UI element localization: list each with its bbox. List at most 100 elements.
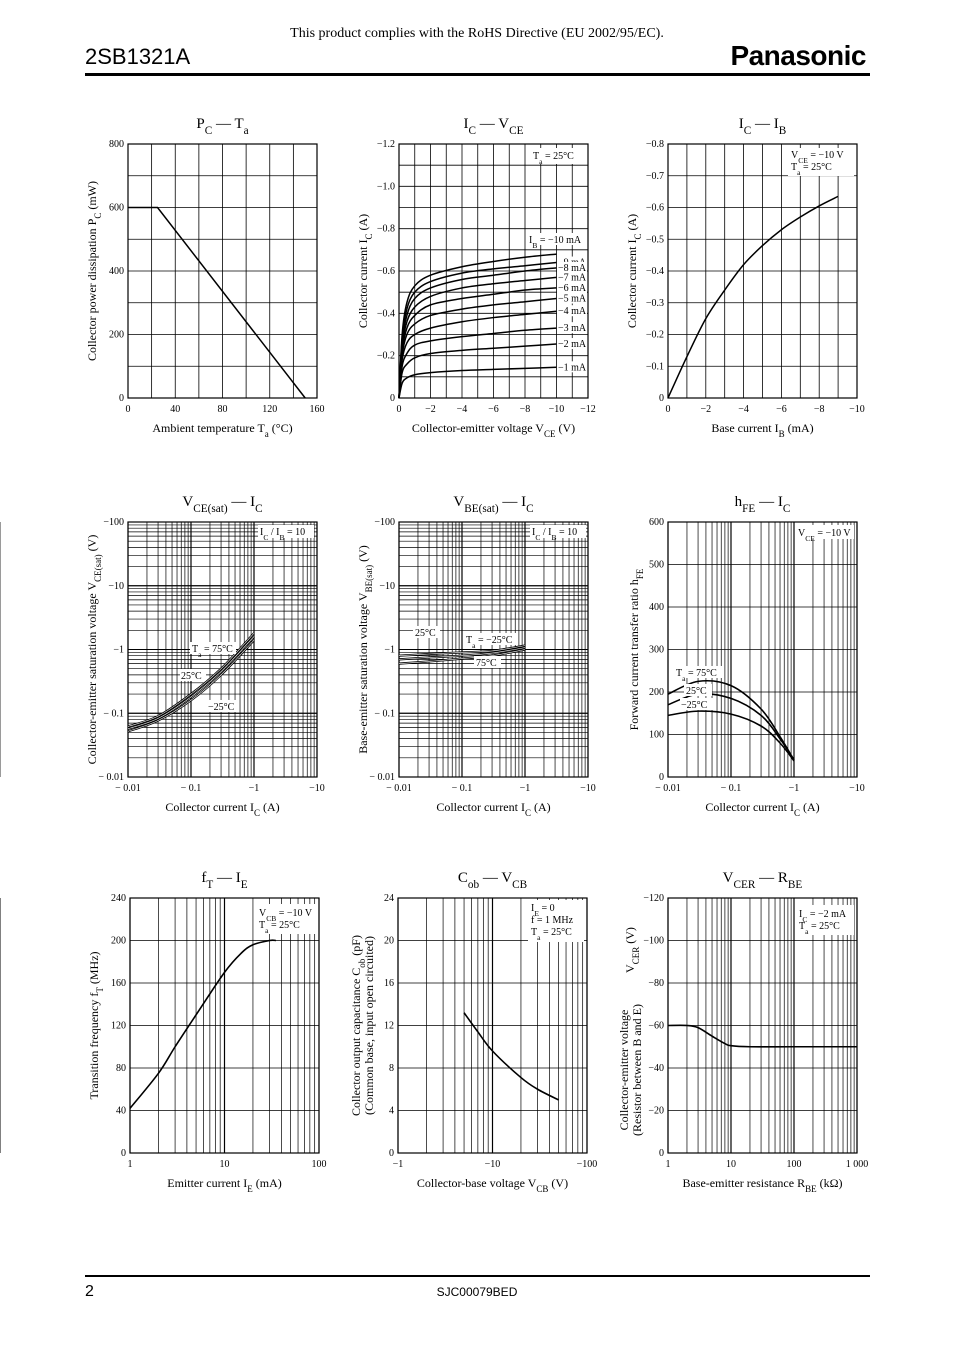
y-axis-label: Forward current transfer ratio hFE: [627, 568, 645, 730]
curve-label: −3 mA: [558, 323, 587, 334]
condition-label: VCE = −10 V: [791, 150, 844, 165]
temp-label-box: [413, 626, 440, 638]
x-tick-label: −1: [520, 783, 531, 794]
y-axis-label-line3: VCER (V): [623, 927, 641, 973]
curve-label: −7 mA: [558, 272, 587, 283]
y-tick-label: 600: [649, 517, 664, 528]
y-axis-label: Collector current IC (A): [356, 214, 374, 328]
plot-frame: [129, 897, 320, 1154]
condition-box: [528, 900, 584, 942]
x-tick-label: − 0.01: [655, 783, 681, 794]
series-line: [129, 939, 276, 1109]
x-tick-label: −10: [580, 783, 596, 794]
y-tick-label: −0.2: [646, 330, 664, 341]
y-tick-label: 20: [384, 936, 394, 947]
x-tick-label: −2: [700, 404, 711, 415]
y-tick-label: 0: [390, 393, 395, 404]
chart-title: Cob — VCB: [458, 870, 527, 891]
y-tick-label: −0.8: [646, 139, 664, 150]
x-tick-label: −10: [485, 1159, 501, 1170]
y-tick-label: 400: [109, 266, 124, 277]
y-tick-label: 4: [389, 1106, 394, 1117]
x-tick-label: −10: [309, 783, 325, 794]
y-tick-label: −0.4: [377, 308, 395, 319]
y-tick-label: 0: [659, 772, 664, 783]
temp-label-25: 25°C: [415, 628, 436, 639]
y-tick-label: −20: [648, 1106, 664, 1117]
y-axis-label: Collector-emitter voltage: [617, 1010, 631, 1131]
x-tick-label: 80: [218, 404, 228, 415]
temp-label-box: [464, 633, 518, 645]
condition-box: [530, 148, 584, 164]
y-tick-label: 120: [111, 1021, 126, 1032]
condition-label: VCE = −10 V: [798, 528, 851, 543]
chart-title: VCE(sat) — IC: [182, 494, 262, 515]
y-tick-label: −1.2: [377, 139, 395, 150]
temp-label-box: [180, 669, 206, 681]
plot-frame: [398, 521, 589, 778]
x-axis-label: Base-emitter resistance RBE (kΩ): [682, 1176, 842, 1194]
temp-label-m25: −25°C: [208, 702, 235, 713]
x-tick-label: − 0.01: [386, 783, 412, 794]
y-tick-label: −0.7: [646, 171, 664, 182]
series-line-inner: [398, 647, 526, 660]
temp-label-25: 25°C: [686, 686, 707, 697]
x-tick-label: − 0.1: [181, 783, 202, 794]
x-tick-label: −4: [738, 404, 749, 415]
series-line: [398, 267, 557, 399]
condition-label: IC / IB = 10: [532, 527, 577, 542]
y-tick-label: 40: [116, 1106, 126, 1117]
x-tick-label: 0: [126, 404, 131, 415]
chart-ft-ie: 1 10 100 0 40 80 120 160 200 240 fT — IE Emitter cu…: [0, 870, 327, 1194]
y-tick-label: −1.0: [377, 181, 395, 192]
curve-label-box: [557, 338, 587, 350]
y-tick-label: − 0.1: [103, 708, 124, 719]
condition-label: Ta = 25°C: [531, 927, 572, 942]
y-tick-label: 12: [384, 1021, 394, 1032]
x-tick-label: −10: [849, 783, 865, 794]
curve-label: −5 mA: [558, 294, 587, 305]
curve-label-box: [557, 292, 587, 304]
y-tick-label: 0: [119, 393, 124, 404]
temp-label-75: Ta = 75°C: [676, 668, 717, 683]
series-line-inner: [127, 633, 255, 727]
curve-label: −6 mA: [558, 283, 587, 294]
footer-rule: [85, 1275, 870, 1277]
curve-label: −8 mA: [558, 263, 587, 274]
condition-box: [258, 525, 314, 538]
y-tick-label: 200: [109, 330, 124, 341]
y-axis-label: Base-emitter saturation voltage VBE(sat)…: [356, 545, 374, 754]
y-tick-label: −0.6: [646, 203, 664, 214]
plot-frame: [397, 897, 588, 1154]
curve-label-box: [557, 322, 587, 334]
y-tick-label: −0.8: [377, 224, 395, 235]
temp-label-25: 25°C: [181, 671, 202, 682]
y-tick-label: −0.2: [377, 351, 395, 362]
temp-label-75: 75°C: [476, 658, 497, 669]
curve-label-box: [557, 281, 587, 293]
chart-title: PC — Ta: [196, 116, 248, 137]
y-tick-label: 0: [659, 393, 664, 404]
series-line: [398, 297, 557, 399]
condition-box: [796, 905, 854, 935]
plot-frame: [127, 143, 318, 399]
ib-label-box: [527, 233, 586, 245]
series-line-inner: [127, 639, 255, 732]
x-tick-label: 0: [666, 404, 671, 415]
temp-label-box: [190, 642, 236, 654]
series-line: [398, 343, 557, 399]
rohs-note: This product complies with the RoHS Dire…: [290, 26, 664, 41]
curve-label: −1 mA: [558, 362, 587, 373]
chart-title: IC — VCE: [464, 116, 524, 137]
condition-box: [256, 904, 318, 934]
x-tick-label: −4: [457, 404, 468, 415]
y-axis-label: Transition frequency fT (MHz): [87, 951, 105, 1099]
y-tick-label: 200: [111, 936, 126, 947]
curve-label-box: [557, 305, 587, 317]
x-tick-label: 0: [397, 404, 402, 415]
y-tick-label: 300: [649, 645, 664, 656]
chart-ic-ib: 0 −2 −4 −6 −8 −10 0 −0.1 −0.2 −0.3 −0.4 −0.5 −0.6 −0.…: [625, 116, 865, 439]
curve-label-box: [557, 361, 587, 373]
series-line: [398, 276, 557, 399]
x-tick-label: −100: [577, 1159, 598, 1170]
